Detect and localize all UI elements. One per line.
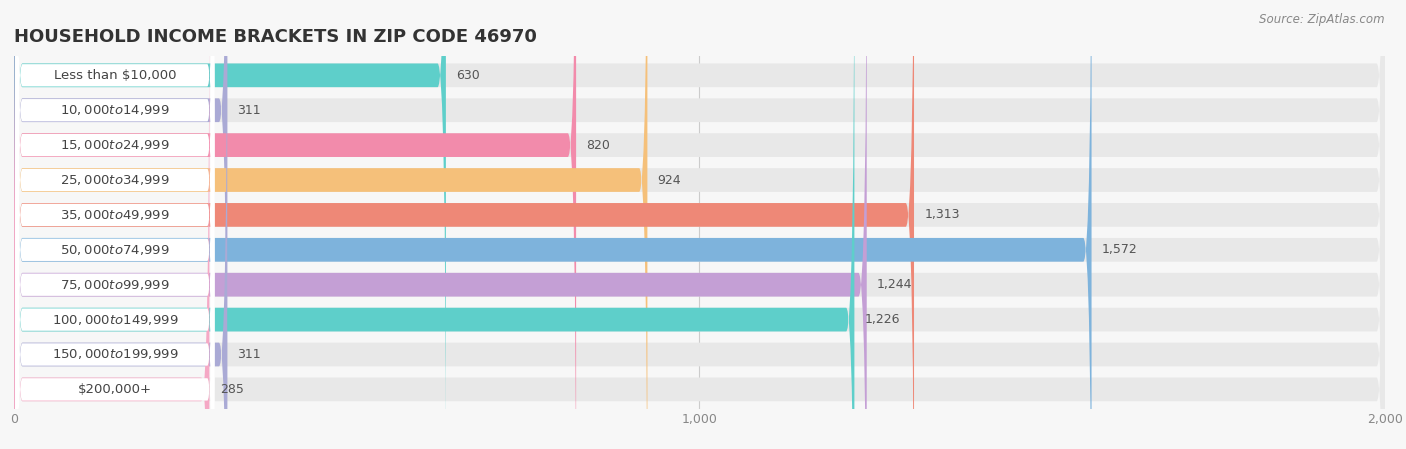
FancyBboxPatch shape: [14, 0, 1385, 449]
Text: $25,000 to $34,999: $25,000 to $34,999: [60, 173, 170, 187]
FancyBboxPatch shape: [15, 0, 214, 449]
Text: HOUSEHOLD INCOME BRACKETS IN ZIP CODE 46970: HOUSEHOLD INCOME BRACKETS IN ZIP CODE 46…: [14, 28, 537, 46]
Text: 311: 311: [238, 348, 262, 361]
Text: $15,000 to $24,999: $15,000 to $24,999: [60, 138, 170, 152]
Text: 1,313: 1,313: [924, 208, 960, 221]
FancyBboxPatch shape: [15, 0, 214, 449]
FancyBboxPatch shape: [14, 0, 1385, 449]
FancyBboxPatch shape: [14, 0, 855, 449]
FancyBboxPatch shape: [15, 0, 214, 413]
FancyBboxPatch shape: [14, 0, 1385, 449]
FancyBboxPatch shape: [14, 0, 209, 449]
Text: 820: 820: [586, 139, 610, 152]
FancyBboxPatch shape: [14, 0, 1385, 449]
Text: $100,000 to $149,999: $100,000 to $149,999: [52, 313, 179, 326]
Text: 1,226: 1,226: [865, 313, 900, 326]
FancyBboxPatch shape: [14, 0, 1385, 449]
Text: $75,000 to $99,999: $75,000 to $99,999: [60, 277, 170, 292]
Text: 1,244: 1,244: [877, 278, 912, 291]
Text: $50,000 to $74,999: $50,000 to $74,999: [60, 243, 170, 257]
Text: $150,000 to $199,999: $150,000 to $199,999: [52, 348, 179, 361]
FancyBboxPatch shape: [14, 0, 914, 449]
Text: Less than $10,000: Less than $10,000: [53, 69, 176, 82]
Text: $10,000 to $14,999: $10,000 to $14,999: [60, 103, 170, 117]
FancyBboxPatch shape: [14, 0, 1385, 449]
Text: Source: ZipAtlas.com: Source: ZipAtlas.com: [1260, 13, 1385, 26]
Text: 630: 630: [456, 69, 479, 82]
FancyBboxPatch shape: [15, 0, 214, 449]
Text: 311: 311: [238, 104, 262, 117]
FancyBboxPatch shape: [14, 0, 1385, 449]
Text: 285: 285: [219, 383, 243, 396]
Text: $35,000 to $49,999: $35,000 to $49,999: [60, 208, 170, 222]
FancyBboxPatch shape: [14, 0, 1385, 449]
Text: 924: 924: [658, 173, 682, 186]
FancyBboxPatch shape: [14, 0, 446, 449]
FancyBboxPatch shape: [15, 0, 214, 449]
FancyBboxPatch shape: [15, 0, 214, 449]
FancyBboxPatch shape: [15, 0, 214, 449]
FancyBboxPatch shape: [14, 0, 1091, 449]
FancyBboxPatch shape: [15, 52, 214, 449]
Text: 1,572: 1,572: [1102, 243, 1137, 256]
FancyBboxPatch shape: [14, 0, 1385, 449]
FancyBboxPatch shape: [14, 0, 576, 449]
FancyBboxPatch shape: [14, 0, 228, 449]
FancyBboxPatch shape: [14, 0, 866, 449]
FancyBboxPatch shape: [14, 0, 228, 449]
FancyBboxPatch shape: [15, 17, 214, 449]
FancyBboxPatch shape: [14, 0, 1385, 449]
FancyBboxPatch shape: [14, 0, 647, 449]
Text: $200,000+: $200,000+: [77, 383, 152, 396]
FancyBboxPatch shape: [15, 0, 214, 448]
